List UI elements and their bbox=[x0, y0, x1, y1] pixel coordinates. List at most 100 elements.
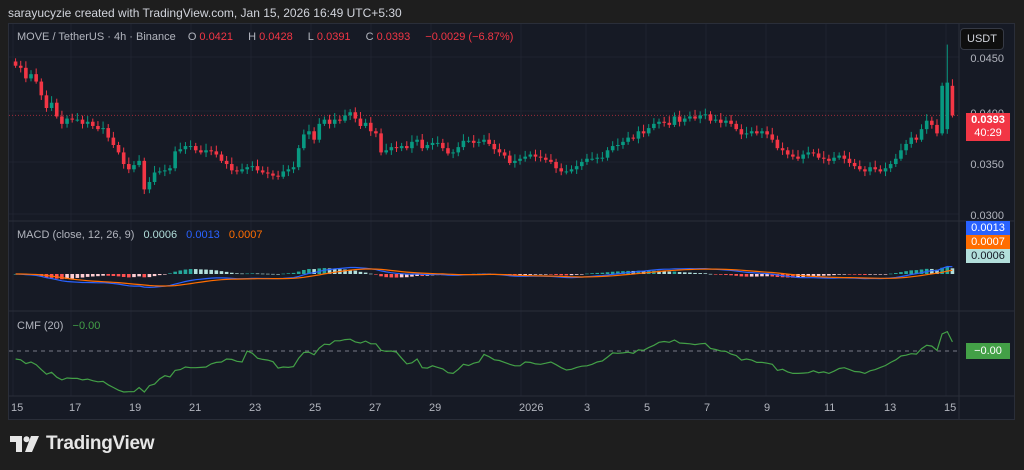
cmf-title[interactable]: CMF (20) bbox=[17, 320, 64, 332]
candle bbox=[626, 137, 630, 142]
time-tick: 2026 bbox=[519, 402, 544, 414]
candle bbox=[451, 152, 455, 154]
candle bbox=[698, 115, 702, 119]
candle bbox=[888, 164, 893, 169]
candle bbox=[641, 131, 646, 134]
time-tick: 17 bbox=[69, 402, 82, 414]
candle bbox=[595, 157, 600, 159]
low-value: 0.0391 bbox=[316, 31, 351, 43]
candle bbox=[616, 145, 620, 147]
candle bbox=[564, 171, 569, 173]
candle bbox=[523, 156, 527, 159]
change-value: −0.0029 (−6.87%) bbox=[425, 31, 514, 43]
candle bbox=[358, 118, 363, 126]
tradingview-logo[interactable]: TradingView bbox=[10, 433, 155, 455]
candle bbox=[894, 158, 898, 165]
candle bbox=[775, 139, 780, 149]
candle bbox=[832, 157, 836, 161]
candle bbox=[24, 67, 28, 79]
candle bbox=[806, 152, 811, 155]
candle bbox=[116, 145, 121, 153]
candle bbox=[646, 128, 651, 134]
candle bbox=[744, 133, 749, 135]
macd-histogram-value: 0.0006 bbox=[143, 229, 178, 241]
candle bbox=[621, 141, 625, 145]
candle bbox=[801, 154, 805, 159]
candle bbox=[796, 156, 800, 159]
candle bbox=[477, 141, 481, 143]
candle bbox=[770, 134, 775, 140]
candle bbox=[868, 167, 872, 172]
candle bbox=[399, 146, 404, 149]
candle bbox=[857, 166, 862, 170]
candle bbox=[909, 137, 914, 144]
candle bbox=[502, 152, 507, 156]
time-tick: 7 bbox=[704, 402, 711, 414]
candle bbox=[497, 149, 502, 153]
high-value: 0.0428 bbox=[259, 31, 293, 43]
candle bbox=[883, 168, 888, 172]
candle bbox=[312, 131, 316, 140]
candle bbox=[600, 157, 605, 159]
symbol-title[interactable]: MOVE / TetherUS · 4h · Binance bbox=[17, 31, 176, 43]
tradingview-logo-icon bbox=[10, 436, 39, 452]
candle bbox=[266, 172, 270, 174]
candle bbox=[338, 119, 342, 121]
candle bbox=[245, 167, 250, 170]
candle bbox=[724, 120, 728, 123]
candle bbox=[842, 155, 847, 159]
candle bbox=[281, 171, 286, 177]
candle bbox=[353, 112, 358, 119]
candle bbox=[80, 119, 85, 124]
candle bbox=[950, 85, 955, 116]
macd-signal-value: 0.0007 bbox=[228, 229, 263, 241]
macd-title[interactable]: MACD (close, 12, 26, 9) bbox=[17, 229, 135, 241]
logo-text: TradingView bbox=[46, 433, 155, 454]
candle bbox=[132, 165, 136, 170]
candle bbox=[739, 129, 744, 135]
candle bbox=[543, 157, 548, 160]
candle bbox=[250, 166, 255, 168]
candle bbox=[368, 122, 373, 132]
time-tick: 3 bbox=[584, 402, 591, 414]
macd-signal-tag: 0.0007 bbox=[966, 235, 1010, 249]
chart-canvas[interactable] bbox=[9, 24, 1014, 419]
macd-legend: MACD (close, 12, 26, 9) 0.0006 0.0013 0.… bbox=[17, 229, 263, 241]
candle bbox=[713, 119, 718, 121]
currency-button[interactable]: USDT bbox=[960, 28, 1004, 50]
candle bbox=[585, 158, 589, 162]
candle bbox=[142, 160, 147, 190]
candle bbox=[852, 162, 857, 167]
candle bbox=[780, 148, 785, 151]
candle bbox=[276, 175, 280, 177]
candle bbox=[34, 74, 38, 82]
candle bbox=[121, 152, 126, 165]
candle bbox=[507, 155, 512, 163]
candle bbox=[667, 122, 672, 125]
candle bbox=[379, 133, 383, 153]
candle bbox=[157, 171, 162, 173]
candle bbox=[708, 114, 713, 121]
macd-line bbox=[15, 265, 953, 289]
candle bbox=[914, 137, 919, 140]
candle bbox=[29, 74, 33, 79]
candle bbox=[209, 150, 213, 152]
cmf-tag: −0.00 bbox=[966, 343, 1010, 359]
chart-frame[interactable]: MOVE / TetherUS · 4h · Binance O 0.0421 H… bbox=[8, 23, 1015, 420]
candle bbox=[214, 151, 219, 155]
candle bbox=[580, 161, 584, 167]
candle bbox=[101, 128, 105, 130]
price-tick: 0.0350 bbox=[970, 159, 1004, 171]
candle bbox=[672, 116, 677, 125]
candle bbox=[13, 61, 18, 66]
candle bbox=[662, 121, 666, 123]
candle bbox=[85, 121, 90, 124]
candle bbox=[193, 146, 198, 151]
time-tick: 15 bbox=[944, 402, 957, 414]
candle bbox=[430, 142, 435, 145]
candle bbox=[296, 148, 301, 168]
candle bbox=[492, 143, 497, 150]
candle bbox=[219, 154, 224, 161]
candle bbox=[636, 131, 641, 139]
candle bbox=[693, 116, 697, 119]
